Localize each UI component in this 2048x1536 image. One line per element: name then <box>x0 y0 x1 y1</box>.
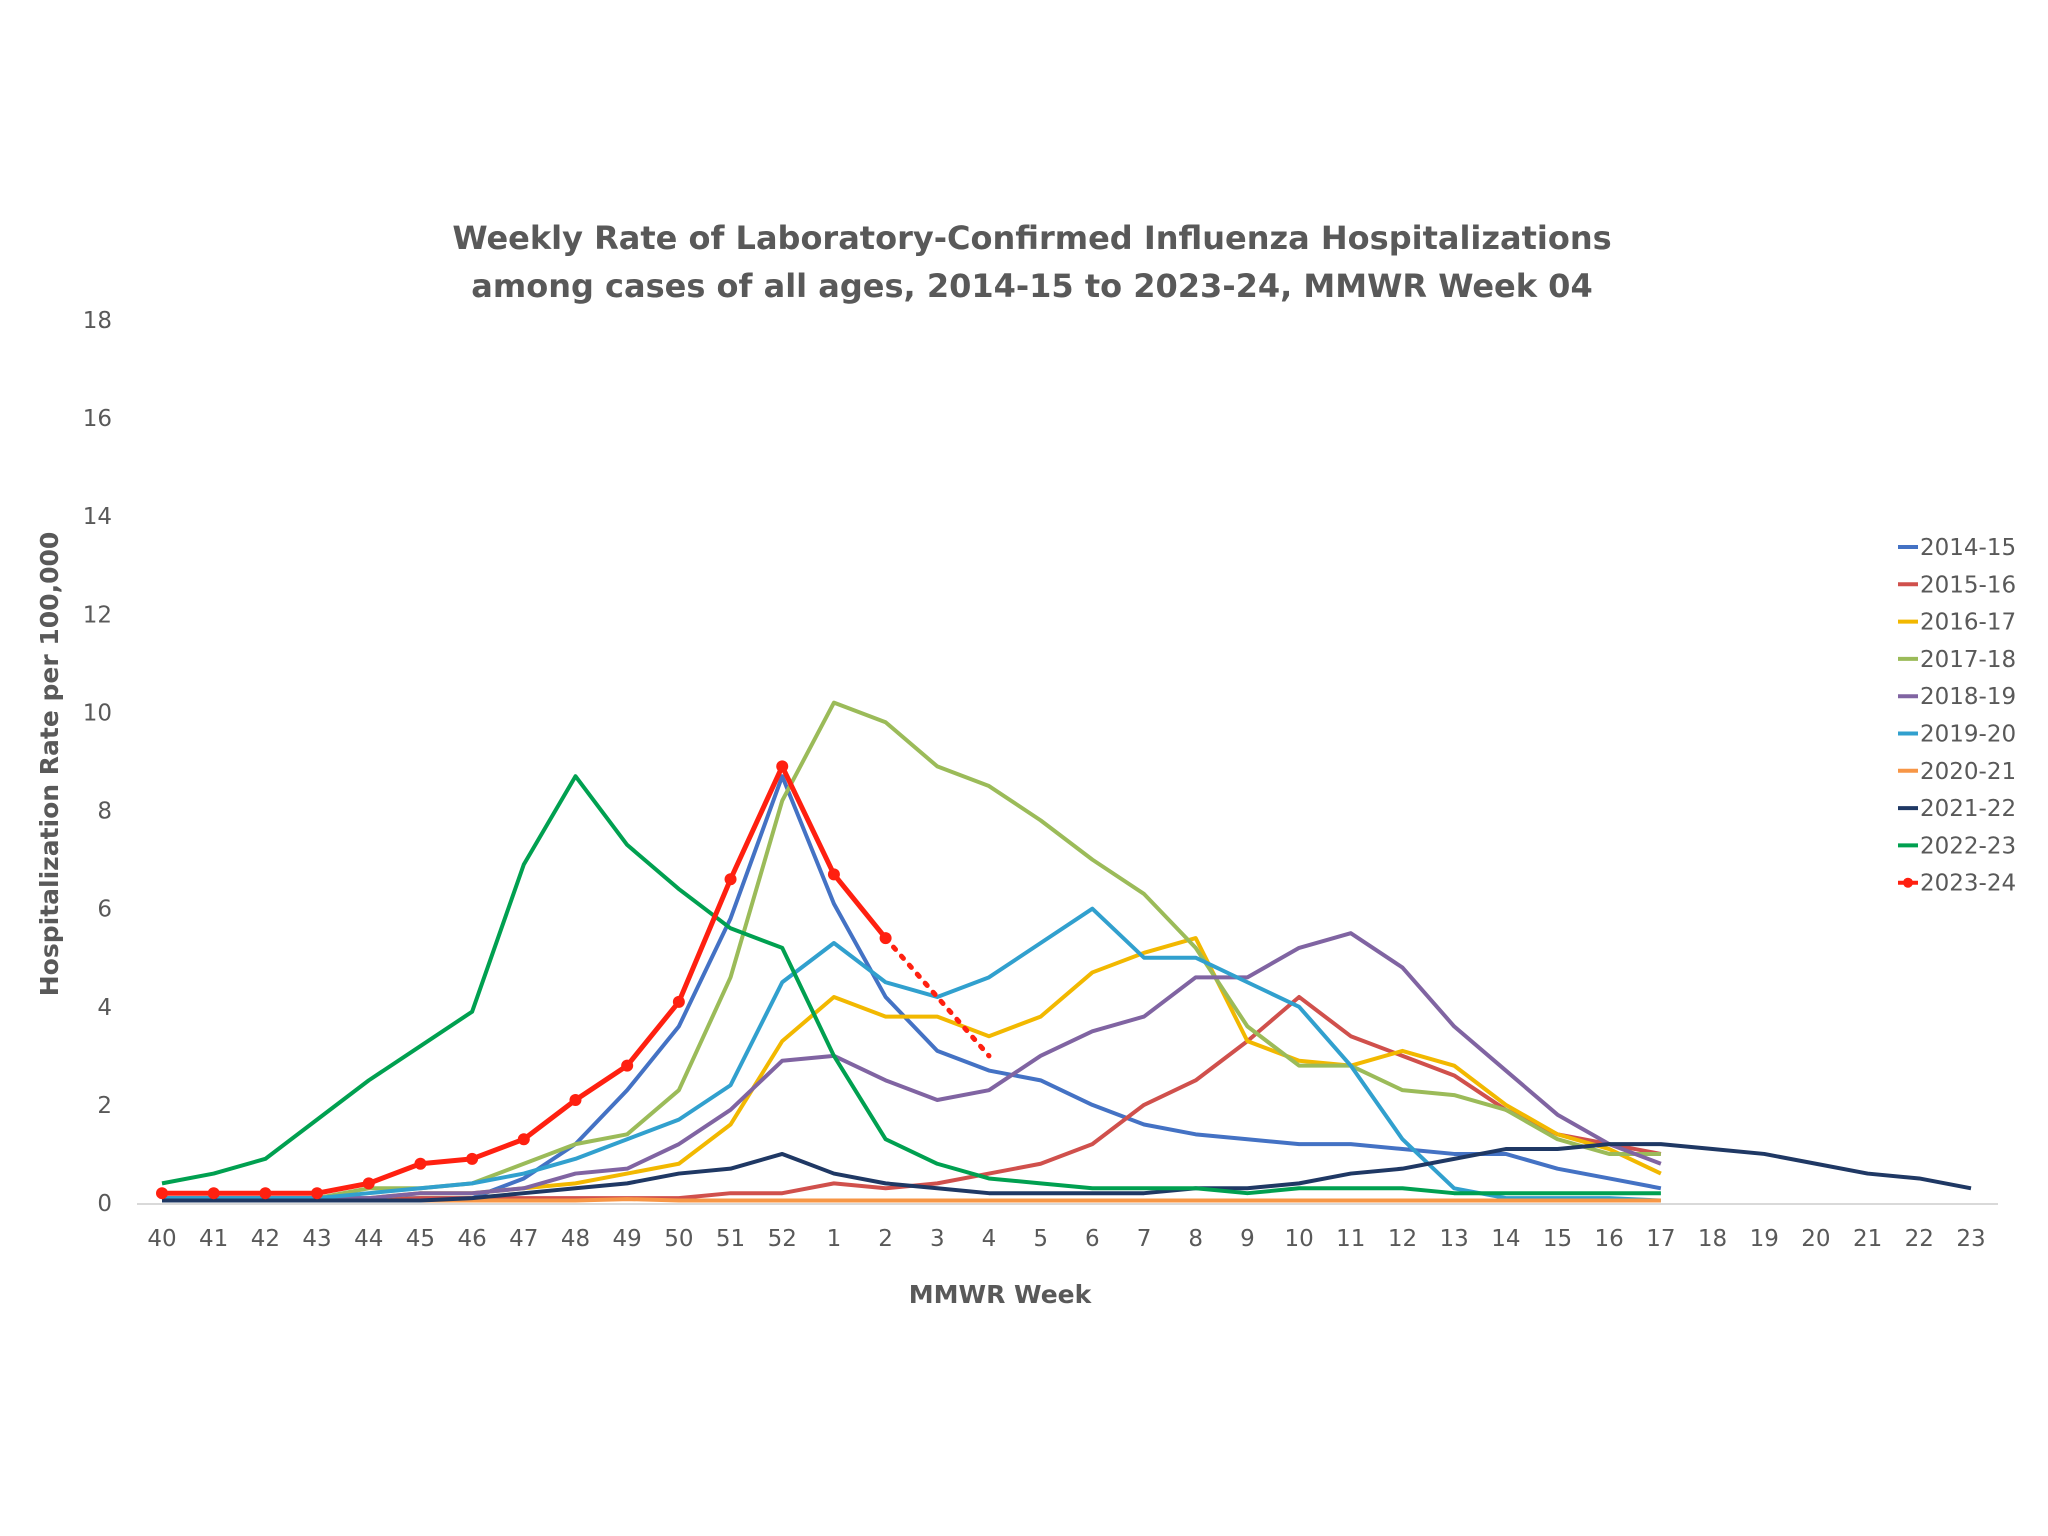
data-point-2023-24 <box>207 1187 220 1200</box>
series-line-2018-19 <box>162 931 1662 1201</box>
data-point-2023-24 <box>724 873 737 886</box>
y-tick-label: 12 <box>83 602 112 628</box>
x-tick-label: 48 <box>561 1226 590 1252</box>
x-tick-label: 42 <box>251 1226 280 1252</box>
y-tick-label: 0 <box>97 1191 112 1217</box>
x-tick-label: 14 <box>1491 1226 1520 1252</box>
data-point-2023-24 <box>311 1187 324 1200</box>
y-tick-label: 8 <box>97 799 112 825</box>
y-tick-label: 14 <box>83 504 112 530</box>
y-tick-label: 18 <box>83 308 112 334</box>
y-tick-label: 16 <box>83 406 112 432</box>
x-tick-label: 3 <box>930 1226 945 1252</box>
y-tick-label: 6 <box>97 897 112 923</box>
legend-entry: 2020-21 <box>1898 759 2016 785</box>
x-tick-label: 7 <box>1137 1226 1152 1252</box>
x-tick-label: 52 <box>768 1226 797 1252</box>
data-point-2023-24 <box>517 1133 530 1146</box>
x-axis-title: MMWR Week <box>909 1280 1093 1309</box>
legend-label: 2015-16 <box>1920 572 2016 598</box>
x-tick-label: 47 <box>509 1226 538 1252</box>
x-tick-label: 15 <box>1543 1226 1572 1252</box>
data-point-2023-24 <box>362 1177 375 1190</box>
x-tick-label: 22 <box>1905 1226 1934 1252</box>
series-line-2021-22 <box>162 1142 1972 1203</box>
data-point-2023-24 <box>156 1187 168 1200</box>
legend-label: 2018-19 <box>1920 684 2016 710</box>
legend-entry: 2023-24 <box>1898 871 2016 897</box>
series-line-2014-15 <box>162 774 1662 1201</box>
legend-entry: 2021-22 <box>1898 796 2016 822</box>
legend-entry: 2016-17 <box>1898 610 2016 636</box>
legend-entry: 2017-18 <box>1898 647 2016 673</box>
legend-label: 2014-15 <box>1920 535 2016 561</box>
x-tick-label: 23 <box>1956 1226 1985 1252</box>
x-tick-label: 16 <box>1595 1226 1624 1252</box>
y-tick-label: 2 <box>97 1093 112 1119</box>
x-tick-label: 10 <box>1284 1226 1313 1252</box>
legend-entry: 2018-19 <box>1898 684 2016 710</box>
data-point-2023-24 <box>259 1187 272 1200</box>
data-point-2023-24 <box>466 1152 479 1165</box>
legend-entry: 2015-16 <box>1898 572 2016 598</box>
chart-title-line-2: among cases of all ages, 2014-15 to 2023… <box>471 267 1592 305</box>
legend-entry: 2014-15 <box>1898 535 2016 561</box>
data-point-2023-24 <box>672 995 685 1008</box>
x-tick-label: 44 <box>354 1226 383 1252</box>
x-tick-label: 9 <box>1240 1226 1255 1252</box>
data-point-2023-24 <box>569 1093 582 1106</box>
legend-entry: 2019-20 <box>1898 722 2016 748</box>
x-tick-label: 4 <box>982 1226 997 1252</box>
legend-label: 2016-17 <box>1920 610 2016 636</box>
x-tick-label: 13 <box>1440 1226 1469 1252</box>
series-line-2022-23 <box>161 774 1661 1196</box>
x-tick-label: 17 <box>1646 1226 1675 1252</box>
series-line-2023-24 <box>162 763 888 1196</box>
x-tick-label: 40 <box>147 1226 176 1252</box>
y-axis-title: Hospitalization Rate per 100,000 <box>35 532 64 997</box>
data-point-2023-24 <box>621 1059 634 1072</box>
x-tick-label: 43 <box>302 1226 331 1252</box>
legend-label: 2023-24 <box>1920 871 2016 897</box>
x-tick-label: 12 <box>1388 1226 1417 1252</box>
x-tick-label: 5 <box>1033 1226 1048 1252</box>
x-tick-label: 51 <box>716 1226 745 1252</box>
x-tick-label: 50 <box>664 1226 693 1252</box>
x-tick-label: 18 <box>1698 1226 1727 1252</box>
series-line-2017-18 <box>162 700 1661 1201</box>
x-tick-label: 41 <box>199 1226 228 1252</box>
data-point-2023-24 <box>827 868 840 881</box>
legend-entry: 2022-23 <box>1898 833 2016 859</box>
legend-marker <box>1903 877 1913 888</box>
x-tick-label: 21 <box>1853 1226 1882 1252</box>
y-tick-label: 10 <box>83 700 112 726</box>
x-tick-label: 45 <box>406 1226 435 1252</box>
legend-label: 2019-20 <box>1920 722 2016 748</box>
data-point-2023-24 <box>414 1157 427 1170</box>
projected-line-2023-24 <box>883 935 992 1059</box>
x-tick-label: 6 <box>1085 1226 1100 1252</box>
legend-label: 2022-23 <box>1920 833 2016 859</box>
chart-title-line-1: Weekly Rate of Laboratory-Confirmed Infl… <box>452 219 1611 257</box>
x-tick-label: 20 <box>1801 1226 1830 1252</box>
legend-label: 2020-21 <box>1920 759 2016 785</box>
series-line-2019-20 <box>162 906 1661 1203</box>
y-tick-label: 4 <box>97 995 112 1021</box>
x-tick-label: 1 <box>827 1226 842 1252</box>
x-tick-label: 11 <box>1336 1226 1365 1252</box>
x-tick-label: 19 <box>1750 1226 1779 1252</box>
legend-label: 2017-18 <box>1920 647 2016 673</box>
x-tick-label: 46 <box>457 1226 486 1252</box>
x-tick-label: 8 <box>1188 1226 1203 1252</box>
data-point-2023-24 <box>776 760 789 773</box>
legend-label: 2021-22 <box>1920 796 2016 822</box>
x-tick-label: 49 <box>613 1226 642 1252</box>
x-tick-label: 2 <box>878 1226 893 1252</box>
